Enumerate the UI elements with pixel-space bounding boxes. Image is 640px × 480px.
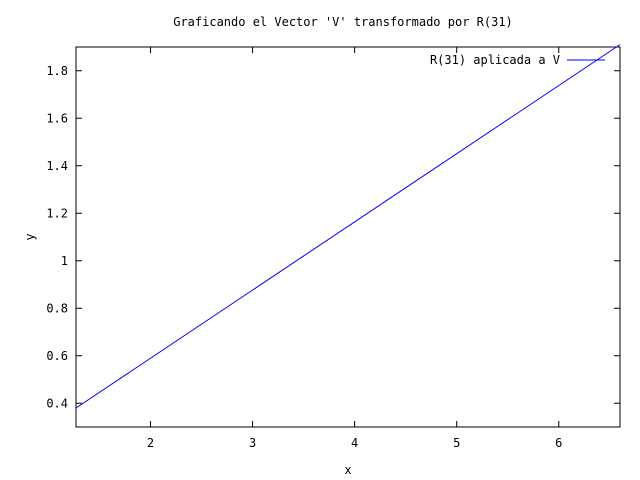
legend-label: R(31) aplicada a V [430,53,560,67]
series-layer [75,44,621,409]
x-axis-label: x [344,463,351,477]
y-tick-label: 1.8 [46,64,68,78]
x-tick-label: 6 [555,436,562,450]
x-tick-label: 2 [147,436,154,450]
x-tick-label: 4 [351,436,358,450]
y-tick-label: 1.6 [46,111,68,125]
chart-title: Graficando el Vector 'V' transformado po… [173,15,513,29]
x-tick-label: 5 [453,436,460,450]
y-tick-label: 1.2 [46,206,68,220]
plot-frame [75,46,621,428]
y-tick-label: 0.4 [46,396,68,410]
series-line [75,44,621,409]
axis-ticks: 2 3 4 5 6 0.4 0.6 0.8 1 1.2 1.4 1.6 1.8 [46,47,620,450]
y-tick-label: 0.8 [46,301,68,315]
y-axis-label: y [23,233,37,240]
y-tick-label: 1.4 [46,159,68,173]
y-tick-label: 1 [61,254,68,268]
y-tick-label: 0.6 [46,349,68,363]
legend: R(31) aplicada a V [430,53,605,67]
x-tick-label: 3 [249,436,256,450]
